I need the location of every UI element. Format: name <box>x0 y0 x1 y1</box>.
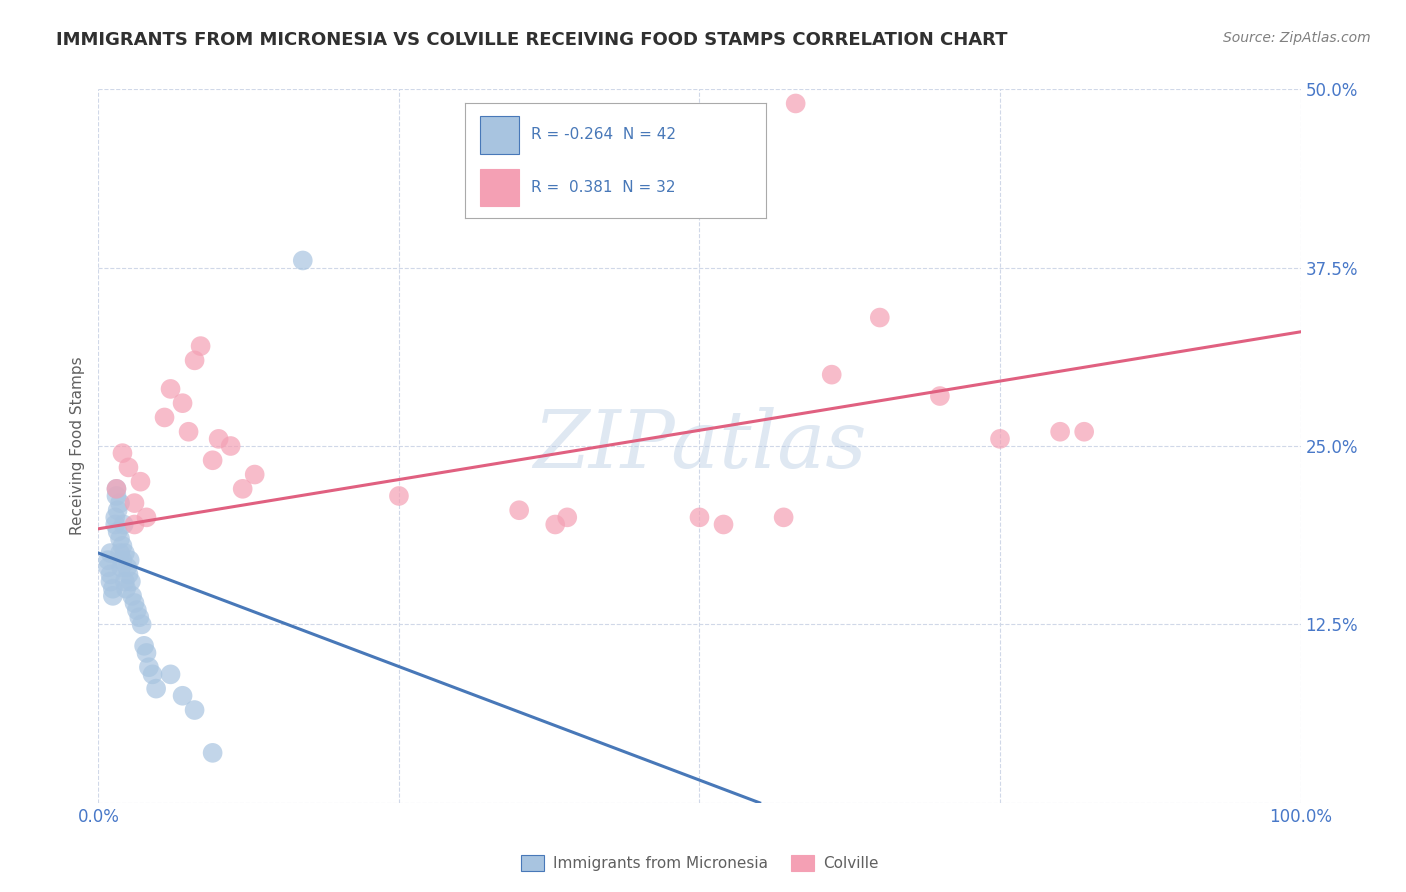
Text: Source: ZipAtlas.com: Source: ZipAtlas.com <box>1223 31 1371 45</box>
Point <box>107 503 129 517</box>
Point <box>118 553 141 567</box>
Point <box>219 439 242 453</box>
Point <box>114 546 136 560</box>
Point <box>291 253 314 268</box>
Point <box>108 496 131 510</box>
Point <box>105 489 128 503</box>
Point <box>111 539 134 553</box>
Legend: Immigrants from Micronesia, Colville: Immigrants from Micronesia, Colville <box>515 849 884 877</box>
Point <box>124 596 146 610</box>
Point <box>145 681 167 696</box>
Point <box>243 467 266 482</box>
Point <box>555 510 578 524</box>
Point <box>101 589 124 603</box>
Point <box>131 617 153 632</box>
Point <box>201 453 224 467</box>
Point <box>124 496 146 510</box>
Point <box>105 482 128 496</box>
Point <box>105 482 128 496</box>
Point <box>153 410 176 425</box>
Point <box>108 532 131 546</box>
Point <box>124 517 146 532</box>
Point <box>135 646 157 660</box>
Point <box>172 396 194 410</box>
Point <box>110 560 132 574</box>
Point <box>135 510 157 524</box>
Point <box>159 382 181 396</box>
Point <box>108 546 131 560</box>
Y-axis label: Receiving Food Stamps: Receiving Food Stamps <box>70 357 86 535</box>
Point <box>928 389 950 403</box>
Point <box>508 503 530 517</box>
Point <box>869 310 891 325</box>
Point <box>388 489 411 503</box>
Point <box>183 353 205 368</box>
Point <box>785 96 807 111</box>
Point <box>128 610 150 624</box>
Point <box>111 553 134 567</box>
Point <box>117 567 139 582</box>
Text: IMMIGRANTS FROM MICRONESIA VS COLVILLE RECEIVING FOOD STAMPS CORRELATION CHART: IMMIGRANTS FROM MICRONESIA VS COLVILLE R… <box>56 31 1008 49</box>
Point <box>141 667 163 681</box>
Point <box>129 475 152 489</box>
Point <box>208 432 231 446</box>
Text: ZIPatlas: ZIPatlas <box>533 408 866 484</box>
Point <box>100 546 122 560</box>
Point <box>201 746 224 760</box>
Point <box>1049 425 1071 439</box>
Point <box>120 574 142 589</box>
Point <box>821 368 844 382</box>
Point <box>117 460 139 475</box>
Point <box>177 425 200 439</box>
Point <box>689 510 711 524</box>
Point <box>112 517 135 532</box>
Point <box>132 639 155 653</box>
Point <box>172 689 194 703</box>
Point <box>114 574 136 589</box>
Point <box>121 589 143 603</box>
Point <box>115 582 138 596</box>
Point <box>183 703 205 717</box>
Point <box>104 517 127 532</box>
Point <box>100 567 122 582</box>
Point <box>772 510 794 524</box>
Point <box>107 524 129 539</box>
Point <box>104 510 127 524</box>
Point <box>100 574 122 589</box>
Point <box>97 553 120 567</box>
Point <box>159 667 181 681</box>
Point <box>544 517 567 532</box>
Point <box>232 482 254 496</box>
Point <box>117 560 139 574</box>
Point <box>111 446 134 460</box>
Point <box>125 603 148 617</box>
Point <box>101 582 124 596</box>
Point <box>138 660 160 674</box>
Point <box>1073 425 1095 439</box>
Point <box>988 432 1011 446</box>
Point <box>97 560 120 574</box>
Point <box>190 339 212 353</box>
Point <box>713 517 735 532</box>
